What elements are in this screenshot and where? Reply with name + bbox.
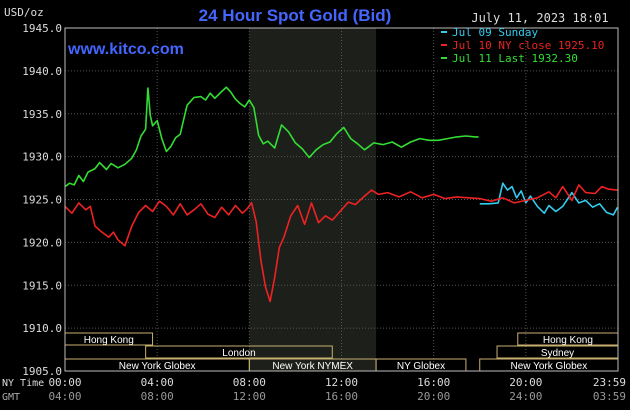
y-tick-label: 1940.0 [22, 65, 62, 78]
session-label: New York Globex [119, 361, 196, 372]
legend-label: Jul 09 Sunday [452, 26, 538, 39]
x-tick-label: 00:00 [48, 376, 81, 389]
y-tick-label: 1930.0 [22, 151, 62, 164]
x-tick-label: 04:00 [48, 390, 81, 403]
session-label: New York Globex [511, 361, 588, 372]
x-tick-label: 20:00 [509, 376, 542, 389]
plot-area: Hong Kong Hong Kong London Sydney New York G… [64, 27, 619, 372]
session-label: London [222, 348, 255, 359]
session-label: Sydney [541, 348, 574, 359]
y-tick-label: 1910.0 [22, 322, 62, 335]
x-tick-label: 12:00 [233, 390, 266, 403]
market-hours-shading [249, 28, 377, 371]
x-axis-ticks: NY Time 00:00 04:00 08:00 12:00 16:00 20:00 23:… [2, 376, 626, 403]
x-row-label: NY Time [2, 378, 44, 389]
series-line-1 [64, 184, 618, 303]
x-tick-label: 08:00 [233, 376, 266, 389]
y-tick-label: 1915.0 [22, 279, 62, 292]
x-tick-label: 20:00 [417, 390, 450, 403]
x-tick-label: 12:00 [325, 376, 358, 389]
session-label: Hong Kong [84, 335, 134, 346]
legend-label: Jul 10 NY close 1925.10 [452, 39, 604, 52]
y-tick-label: 1925.0 [22, 194, 62, 207]
chart-title: 24 Hour Spot Gold (Bid) [199, 6, 392, 25]
session-box [145, 345, 333, 359]
legend-label: Jul 11 Last 1932.30 [452, 52, 578, 65]
session-label: New York NYMEX [272, 361, 353, 372]
session-label: NY Globex [397, 361, 445, 372]
y-tick-label: 1905.0 [22, 365, 62, 378]
x-row-label: GMT [2, 392, 20, 403]
plot-frame [64, 27, 619, 372]
y-tick-label: 1920.0 [22, 236, 62, 249]
y-tick-label: 1935.0 [22, 108, 62, 121]
y-axis-ticks: 1945.0 1940.0 1935.0 1930.0 1925.0 1920.0 1915… [22, 22, 62, 378]
x-tick-label: 08:00 [141, 390, 174, 403]
x-tick-label: 24:00 [509, 390, 542, 403]
unit-label: USD/oz [4, 6, 44, 19]
x-tick-label: 16:00 [417, 376, 450, 389]
x-tick-label: 23:59 [593, 376, 626, 389]
series-line-0 [479, 182, 619, 216]
x-tick-label: 16:00 [325, 390, 358, 403]
x-tick-label: 03:59 [593, 390, 626, 403]
price-series [64, 86, 619, 303]
source-watermark: www.kitco.com [67, 41, 184, 58]
x-tick-label: 04:00 [141, 376, 174, 389]
timestamp: July 11, 2023 18:01 [471, 11, 608, 25]
session-label: Hong Kong [543, 335, 593, 346]
series-line-2 [64, 86, 479, 188]
y-tick-label: 1945.0 [22, 22, 62, 35]
